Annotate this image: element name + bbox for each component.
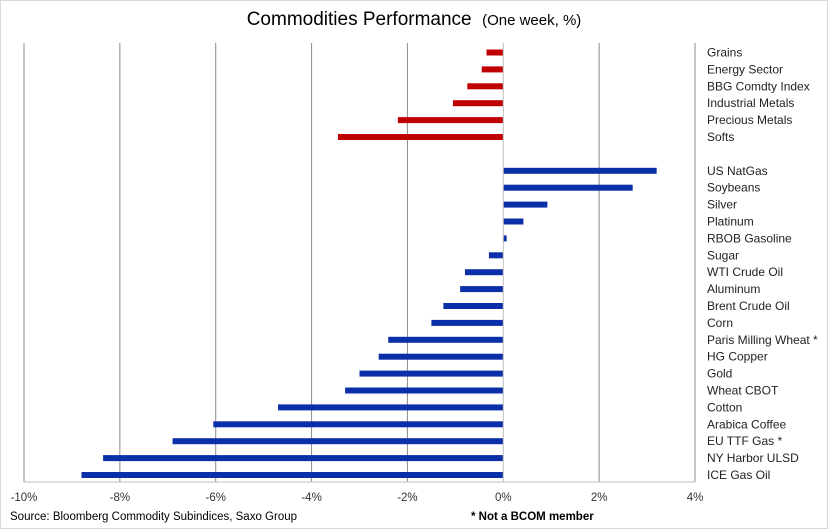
category-label: HG Copper (707, 350, 768, 364)
bar (337, 134, 504, 140)
category-label: Sugar (707, 248, 739, 262)
bar (503, 201, 548, 208)
x-tick-label: -6% (205, 492, 225, 504)
gridlines (23, 43, 696, 482)
category-label: ICE Gas Oil (707, 468, 770, 482)
category-labels: Grains Energy Sector BBG Comdty Index Indus… (707, 46, 818, 483)
bar (503, 218, 524, 225)
category-label: Paris Milling Wheat * (707, 333, 818, 347)
category-label: Industrial Metals (707, 96, 794, 110)
bar (443, 303, 504, 309)
bar (464, 269, 504, 276)
bar (103, 455, 504, 462)
category-label: Silver (707, 198, 737, 212)
category-label: Platinum (707, 215, 754, 229)
category-label: Grains (707, 46, 742, 60)
chart-subtitle: (One week, %) (482, 12, 581, 29)
bar (172, 438, 504, 445)
category-label: Energy Sector (707, 62, 783, 76)
category-label: RBOB Gasoline (707, 231, 792, 245)
bar (388, 336, 504, 343)
category-label: Corn (707, 316, 733, 330)
bar (213, 421, 504, 428)
bar (503, 184, 633, 191)
x-tick-label: 2% (591, 492, 608, 504)
bar (452, 100, 504, 107)
footnote-not-bcom-member: * Not a BCOM member (471, 511, 594, 523)
x-tick-label: 0% (495, 492, 512, 504)
bar (503, 235, 507, 242)
category-label: EU TTF Gas * (707, 434, 782, 448)
category-label: Brent Crude Oil (707, 299, 790, 313)
category-label: WTI Crude Oil (707, 265, 783, 279)
bars (81, 49, 657, 478)
bar (486, 49, 504, 56)
bar (460, 286, 504, 293)
category-label: BBG Comdty Index (707, 79, 810, 93)
category-label: NY Harbor ULSD (707, 451, 799, 465)
bar (359, 370, 504, 377)
category-label: Soybeans (707, 181, 760, 195)
bar (278, 404, 504, 411)
bar (431, 319, 504, 326)
bar (345, 387, 504, 394)
bar (467, 83, 504, 90)
x-tick-label: 4% (687, 492, 704, 504)
category-label: Arabica Coffee (707, 417, 786, 431)
source-note: Source: Bloomberg Commodity Subindices, … (10, 511, 298, 523)
bar (481, 66, 504, 73)
bar (81, 472, 504, 478)
chart-title-main: Commodities Performance (247, 9, 472, 30)
x-tick-label: -2% (397, 492, 417, 504)
x-axis: -10% -8% -6% -4% -2% 0% 2% 4% (11, 43, 704, 504)
category-label: Precious Metals (707, 113, 792, 127)
category-label: Gold (707, 367, 732, 381)
category-label: Cotton (707, 400, 742, 414)
chart-title: Commodities Performance (One week, %) (247, 9, 582, 30)
category-label: Wheat CBOT (707, 384, 779, 398)
category-label: Aluminum (707, 282, 760, 296)
category-label: US NatGas (707, 164, 768, 178)
category-label: Softs (707, 130, 734, 144)
bar (378, 353, 504, 360)
bar (488, 252, 504, 259)
x-tick-label: -4% (301, 492, 321, 504)
bar (397, 117, 504, 124)
x-tick-label: -10% (11, 492, 38, 504)
x-tick-label: -8% (110, 492, 130, 504)
bar (503, 167, 657, 174)
